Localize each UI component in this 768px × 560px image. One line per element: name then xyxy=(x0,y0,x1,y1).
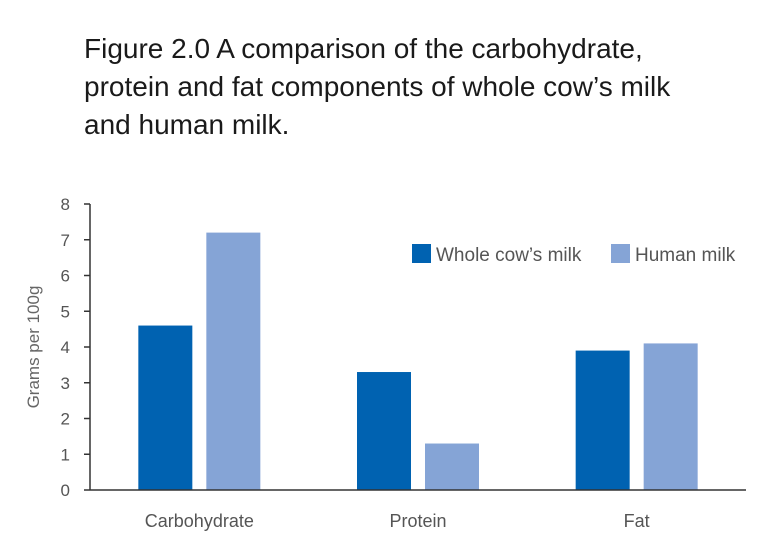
y-tick-label: 6 xyxy=(61,267,70,286)
y-tick-label: 5 xyxy=(61,302,70,321)
y-tick-label: 0 xyxy=(61,481,70,500)
title-line-3: and human milk. xyxy=(84,109,290,140)
bar-protein-series-1 xyxy=(357,372,411,490)
y-tick-label: 7 xyxy=(61,231,70,250)
y-tick-label: 3 xyxy=(61,374,70,393)
category-label: Fat xyxy=(624,511,650,531)
category-label: Carbohydrate xyxy=(145,511,254,531)
y-tick-label: 1 xyxy=(61,445,70,464)
y-axis-title: Grams per 100g xyxy=(24,286,43,409)
bar-carbohydrate-series-1 xyxy=(138,325,193,490)
y-axis-ticks: 0 1 2 3 4 5 6 7 8 xyxy=(61,195,90,500)
legend-swatch xyxy=(412,244,431,263)
title-line-1: Figure 2.0 A comparison of the carbohydr… xyxy=(84,33,643,64)
legend-label: Human milk xyxy=(635,245,736,266)
axes xyxy=(89,204,746,491)
legend-label: Whole cow’s milk xyxy=(436,245,582,266)
category-labels: Carbohydrate Protein Fat xyxy=(145,511,650,531)
bars xyxy=(138,232,698,490)
y-tick-label: 4 xyxy=(61,338,70,357)
bar-carbohydrate-series-2 xyxy=(206,232,261,490)
bar-protein-series-2 xyxy=(425,443,479,490)
title-line-2: protein and fat components of whole cow’… xyxy=(84,71,671,102)
bar-fat-series-1 xyxy=(575,350,630,490)
legend-swatch xyxy=(611,244,630,263)
chart-title: Figure 2.0 A comparison of the carbohydr… xyxy=(84,30,744,144)
y-tick-label: 2 xyxy=(61,410,70,429)
y-tick-label: 8 xyxy=(61,195,70,214)
bar-fat-series-2 xyxy=(643,343,698,490)
legend: Whole cow’s milk Human milk xyxy=(412,244,736,266)
category-label: Protein xyxy=(389,511,446,531)
